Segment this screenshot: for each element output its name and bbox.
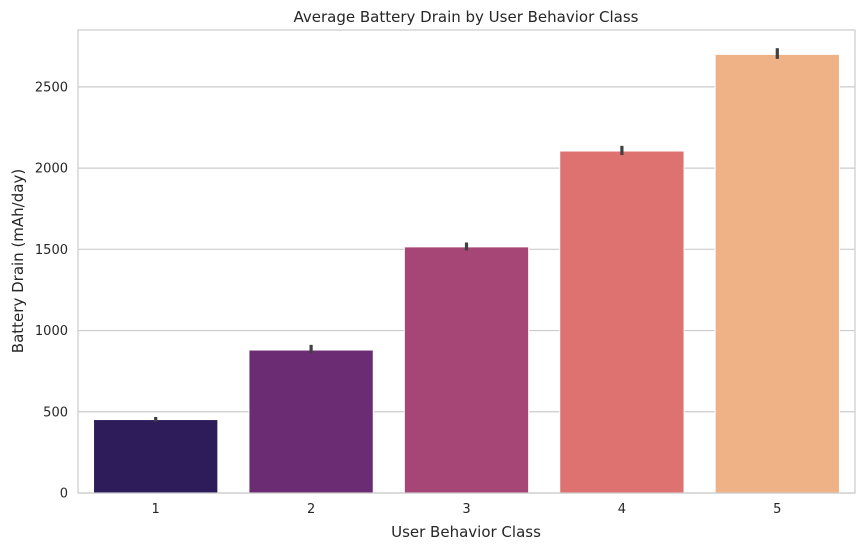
x-tick-label: 5 <box>773 502 781 517</box>
y-tick-labels: 0 500 1000 1500 2000 2500 <box>35 80 68 501</box>
y-axis-label: Battery Drain (mAh/day) <box>9 169 27 353</box>
bars <box>93 53 840 494</box>
bar-class-1 <box>93 419 219 494</box>
y-tick-label: 2500 <box>35 80 68 95</box>
plot-frame <box>77 29 856 494</box>
bar-class-2 <box>248 349 374 494</box>
x-tick-label: 4 <box>618 502 626 517</box>
bar-class-5 <box>714 53 840 494</box>
y-tick-label: 2000 <box>35 162 68 177</box>
x-tick-label: 2 <box>307 502 315 517</box>
error-bars <box>154 48 779 422</box>
x-tick-label: 3 <box>462 502 470 517</box>
bar-class-3 <box>403 246 530 494</box>
chart-title: Average Battery Drain by User Behavior C… <box>294 8 639 26</box>
x-tick-labels: 1 2 3 4 5 <box>152 502 782 517</box>
y-tick-label: 0 <box>60 487 68 502</box>
x-tick-label: 1 <box>152 502 160 517</box>
y-tick-label: 500 <box>43 405 68 420</box>
y-tick-label: 1500 <box>35 243 68 258</box>
bar-class-4 <box>559 150 685 494</box>
y-tick-label: 1000 <box>35 324 68 339</box>
x-axis-label: User Behavior Class <box>391 523 541 541</box>
